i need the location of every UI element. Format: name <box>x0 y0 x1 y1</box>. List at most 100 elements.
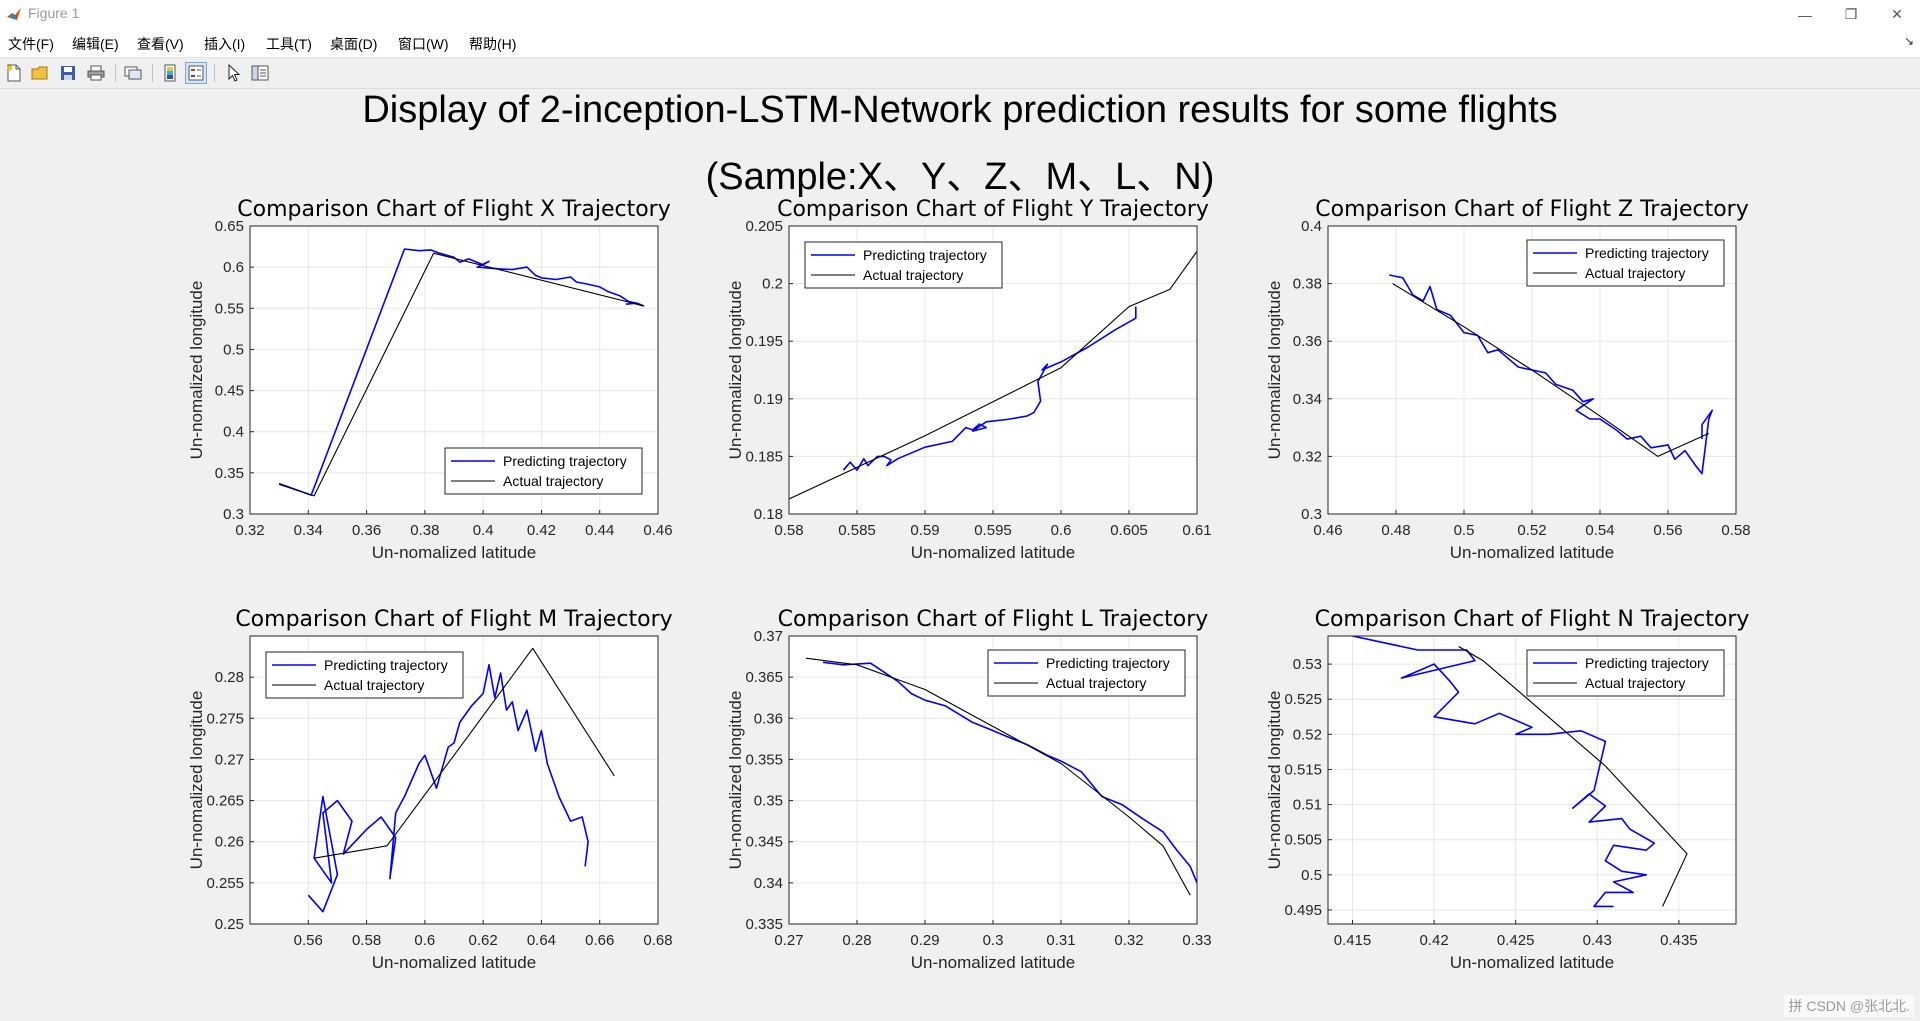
y-axis-label: Un-nomalized longitude <box>726 281 745 460</box>
x-tick-label: 0.425 <box>1497 932 1535 949</box>
y-tick-label: 0.195 <box>745 333 783 350</box>
y-tick-label: 0.265 <box>206 793 244 810</box>
axes-frame <box>249 225 659 515</box>
y-tick-label: 0.36 <box>1293 333 1322 350</box>
menu-desktop[interactable]: 桌面(D) <box>330 36 378 52</box>
y-tick-label: 0.55 <box>215 300 244 317</box>
x-axis-label: Un-nomalized latitude <box>911 543 1075 562</box>
legend-label: Actual trajectory <box>324 677 424 693</box>
x-tick-label: 0.43 <box>1583 932 1612 949</box>
actual-trajectory-line <box>805 657 1191 896</box>
minimize-button[interactable]: — <box>1798 6 1812 23</box>
new-figure-icon[interactable] <box>3 62 25 84</box>
x-tick-label: 0.38 <box>410 522 439 539</box>
x-tick-label: 0.3 <box>983 932 1004 949</box>
menu-view[interactable]: 查看(V) <box>137 36 184 52</box>
x-axis-label: Un-nomalized latitude <box>911 953 1075 972</box>
x-tick-label: 0.44 <box>585 522 614 539</box>
print-icon[interactable] <box>85 62 107 84</box>
y-tick-label: 0.2 <box>762 276 783 293</box>
x-tick-label: 0.56 <box>1653 522 1682 539</box>
y-tick-label: 0.5 <box>1301 867 1322 884</box>
dock-figure-icon[interactable]: ↘ <box>1903 34 1914 48</box>
y-tick-label: 0.53 <box>1293 656 1322 673</box>
csdn-watermark: 拼 CSDN @张北北. <box>1784 995 1914 1017</box>
legend-frame <box>987 649 1186 697</box>
ime-indicator: 拼 <box>1788 998 1803 1014</box>
x-tick-label: 0.585 <box>838 522 876 539</box>
subplot-title: Comparison Chart of Flight M Trajectory <box>235 607 672 632</box>
x-tick-label: 0.58 <box>774 522 803 539</box>
y-tick-label: 0.52 <box>1293 726 1322 743</box>
property-inspector-icon[interactable] <box>249 62 271 84</box>
x-axis-label: Un-nomalized latitude <box>372 953 536 972</box>
x-tick-label: 0.61 <box>1182 522 1211 539</box>
legend-label: Actual trajectory <box>1585 265 1685 281</box>
data-layer <box>278 248 645 497</box>
axes-frame <box>249 635 659 925</box>
save-icon[interactable] <box>57 62 79 84</box>
x-tick-label: 0.32 <box>235 522 264 539</box>
window-titlebar: Figure 1 — ❐ ✕ <box>0 0 1920 29</box>
matlab-app-icon <box>7 8 21 20</box>
x-tick-label: 0.29 <box>910 932 939 949</box>
subplot-6: 0.415 0.42 0.425 0.43 0.435 0.495 0.5 0.505 0.51… <box>1265 607 1749 972</box>
legend-label: Actual trajectory <box>1585 675 1685 691</box>
menu-tools[interactable]: 工具(T) <box>266 36 312 52</box>
legend-label: Predicting trajectory <box>1585 245 1709 261</box>
x-tick-label: 0.31 <box>1046 932 1075 949</box>
legend-box: Predicting trajectory Actual trajectory <box>1526 649 1725 697</box>
menu-file[interactable]: 文件(F) <box>8 36 54 52</box>
menu-help[interactable]: 帮助(H) <box>469 36 517 52</box>
y-tick-label: 0.27 <box>215 751 244 768</box>
predicted-trajectory-line <box>1389 274 1713 475</box>
x-tick-label: 0.33 <box>1182 932 1211 949</box>
window-title: Figure 1 <box>28 5 80 21</box>
subplot-title: Comparison Chart of Flight L Trajectory <box>778 607 1209 632</box>
close-button[interactable]: ✕ <box>1891 6 1903 22</box>
y-tick-label: 0.5 <box>223 341 244 358</box>
subplot-2: 0.58 0.585 0.59 0.595 0.6 0.605 0.61 0.18 0.185 0… <box>726 197 1212 562</box>
x-tick-label: 0.34 <box>294 522 323 539</box>
legend-frame <box>1526 649 1725 697</box>
colorbar-icon[interactable] <box>159 62 181 84</box>
x-tick-label: 0.6 <box>1051 522 1072 539</box>
y-tick-label: 0.525 <box>1284 691 1322 708</box>
restore-button[interactable]: ❐ <box>1844 6 1858 22</box>
y-tick-label: 0.205 <box>745 218 783 235</box>
predicted-trajectory-line <box>278 248 645 496</box>
y-tick-label: 0.515 <box>1284 761 1322 778</box>
y-tick-label: 0.28 <box>215 669 244 686</box>
y-tick-label: 0.4 <box>223 424 244 441</box>
subplot-4: 0.56 0.58 0.6 0.62 0.64 0.66 0.68 0.25 0.255 0.26… <box>187 607 673 972</box>
subplot-title: Comparison Chart of Flight X Trajectory <box>237 197 670 222</box>
legend-box: Predicting trajectory Actual trajectory <box>804 241 1003 289</box>
legend-frame <box>444 447 643 495</box>
legend-label: Actual trajectory <box>863 267 963 283</box>
x-tick-label: 0.58 <box>352 932 381 949</box>
y-tick-label: 0.19 <box>754 391 783 408</box>
x-axis-label: Un-nomalized latitude <box>372 543 536 562</box>
edit-plot-arrow-icon[interactable] <box>223 62 245 84</box>
axes-frame <box>1327 635 1737 925</box>
y-tick-label: 0.365 <box>745 669 783 686</box>
x-tick-label: 0.5 <box>1454 522 1475 539</box>
menu-edit[interactable]: 编辑(E) <box>72 36 119 52</box>
menu-window[interactable]: 窗口(W) <box>398 36 449 52</box>
y-tick-label: 0.3 <box>223 506 244 523</box>
watermark-text: CSDN @张北北. <box>1806 998 1910 1014</box>
legend-icon[interactable] <box>185 62 207 84</box>
x-tick-label: 0.36 <box>352 522 381 539</box>
y-tick-label: 0.18 <box>754 506 783 523</box>
actual-trajectory-line <box>1392 283 1710 457</box>
y-tick-label: 0.45 <box>215 383 244 400</box>
legend-label: Actual trajectory <box>503 473 603 489</box>
y-tick-label: 0.51 <box>1293 797 1322 814</box>
menu-insert[interactable]: 插入(I) <box>204 36 246 52</box>
legend-box: Predicting trajectory Actual trajectory <box>1526 239 1725 287</box>
open-file-icon[interactable] <box>29 62 51 84</box>
link-plot-icon[interactable] <box>122 62 144 84</box>
legend-box: Predicting trajectory Actual trajectory <box>987 649 1186 697</box>
data-layer <box>307 647 615 913</box>
